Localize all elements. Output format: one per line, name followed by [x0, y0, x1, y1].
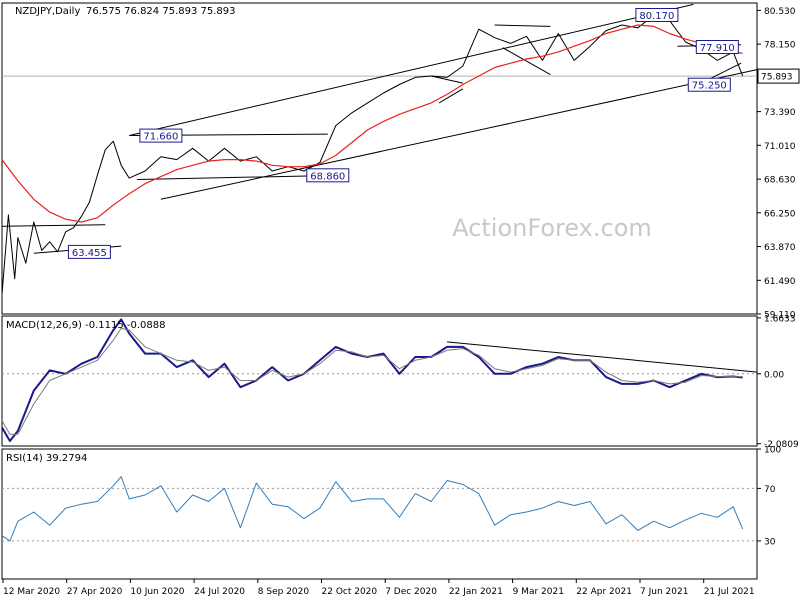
- price-annotation: 77.910: [700, 43, 735, 54]
- price-axis-tick-label: 63.870: [764, 243, 796, 253]
- macd-line: [1, 318, 743, 442]
- price-panel-frame: [1, 2, 758, 315]
- macd-panel-header: MACD(12,26,9) -0.1115 -0.0888: [6, 320, 166, 331]
- price-axis-tick-label: 66.250: [764, 209, 796, 219]
- trendline: [431, 75, 464, 84]
- trendline: [160, 69, 758, 200]
- price-axis-tick-label: 80.530: [764, 7, 796, 17]
- price-annotation-box: [635, 8, 679, 22]
- price-axis-tick-label: 71.010: [764, 142, 796, 152]
- x-tick-label: 22 Oct 2020: [322, 587, 378, 597]
- trendline: [129, 3, 694, 136]
- price-annotation: 63.455: [72, 248, 107, 259]
- price-panel-ohlc: 76.575 76.824 75.893 75.893: [86, 6, 236, 17]
- price-axis-tick-label: 78.150: [764, 41, 796, 51]
- x-tick-label: 9 Mar 2021: [513, 587, 564, 597]
- trendline: [502, 47, 551, 76]
- macd-axis-tick-label: 1.6633: [764, 314, 796, 324]
- x-tick-label: 10 Jun 2020: [130, 587, 184, 597]
- price-line: [1, 15, 744, 295]
- price-annotation: 68.860: [310, 171, 345, 182]
- price-annotation-box: [687, 77, 731, 92]
- price-annotation-box: [695, 40, 739, 54]
- price-annotation-box: [139, 128, 183, 143]
- x-tick-label: 22 Apr 2021: [576, 587, 632, 597]
- rsi-panel-header: RSI(14) 39.2794: [6, 453, 87, 464]
- macd-signal-line: [1, 327, 743, 435]
- rsi-panel-frame: [1, 448, 758, 580]
- trendline: [1, 224, 106, 227]
- rsi-axis-tick-label: 100: [764, 446, 781, 456]
- x-tick-label: 12 Mar 2020: [3, 587, 60, 597]
- watermark-text: ActionForex.com: [452, 214, 652, 242]
- x-tick-label: 8 Sep 2020: [258, 587, 310, 597]
- price-annotation: 75.250: [692, 81, 727, 92]
- last-price-label: 75.893: [761, 73, 793, 83]
- macd-axis-tick-label: 0.00: [764, 370, 784, 380]
- price-annotation: 71.660: [143, 132, 178, 143]
- trendline: [494, 24, 551, 27]
- x-tick-label: 24 Jul 2020: [194, 587, 245, 597]
- x-tick-label: 7 Dec 2020: [385, 587, 437, 597]
- price-annotation: 80.170: [639, 11, 674, 22]
- price-axis-tick-label: 61.490: [764, 277, 796, 287]
- ma-line: [1, 24, 743, 223]
- x-tick-label: 22 Jan 2021: [449, 587, 503, 597]
- price-annotation-box: [306, 168, 350, 183]
- x-tick-label: 21 Jul 2021: [704, 587, 755, 597]
- price-axis-tick-label: 59.110: [764, 311, 796, 321]
- price-annotation-box: [67, 244, 111, 259]
- price-panel-header: NZDJPY,Daily: [15, 6, 80, 17]
- x-tick-label: 27 Apr 2020: [67, 587, 123, 597]
- macd-panel-frame: [1, 315, 758, 447]
- macd-trendline: [447, 341, 758, 373]
- rsi-line: [1, 476, 744, 542]
- last-price-box: [757, 68, 800, 84]
- price-axis-tick-label: 73.390: [764, 108, 796, 118]
- rsi-axis-tick-label: 70: [764, 485, 776, 495]
- x-tick-label: 7 Jun 2021: [640, 587, 688, 597]
- trendline: [438, 88, 464, 104]
- rsi-axis-tick-label: 30: [764, 537, 776, 547]
- macd-axis-tick-label: -2.0809: [764, 440, 799, 450]
- price-axis-tick-label: 68.630: [764, 176, 796, 186]
